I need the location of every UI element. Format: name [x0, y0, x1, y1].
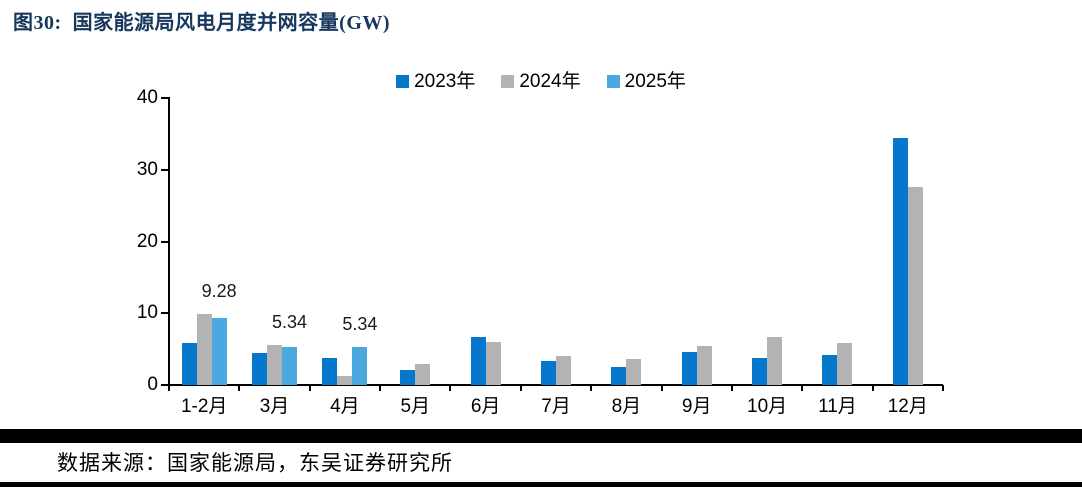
- y-axis-label: 20: [136, 230, 158, 252]
- x-axis-label: 9月: [681, 396, 712, 417]
- bar-2024年-7月: [556, 356, 571, 385]
- bar-2023年-12月: [892, 138, 908, 385]
- legend-label: 2023年: [414, 71, 476, 92]
- x-axis-label: 8月: [611, 396, 642, 417]
- bar-2023年-7月: [541, 361, 556, 385]
- x-axis-label: 5月: [400, 396, 431, 417]
- y-axis-label: 0: [147, 374, 158, 395]
- figure-title: 图30: 国家能源局风电月度并网容量(GW): [13, 12, 391, 34]
- bar-2024年-10月: [767, 337, 783, 385]
- legend-label: 2025年: [624, 71, 686, 92]
- legend-item-2025年: 2025年: [606, 71, 686, 92]
- x-axis-line: [169, 384, 943, 386]
- y-axis-line: [168, 97, 170, 387]
- plot-area: 0 10 20 30 40 1-2月 3月 4月 5月 6月 7月 8月 9月 10月 11月 12月 9.28…: [136, 87, 944, 417]
- x-tick: [238, 385, 241, 391]
- y-axis-label: 30: [136, 158, 158, 180]
- bar-value-label: 9.28: [201, 280, 237, 301]
- footer-divider-thin: [0, 482, 1082, 487]
- bar-value-label: 5.34: [272, 312, 308, 333]
- bar-2025年-3月: [282, 346, 298, 385]
- bar-2023年-4月: [322, 357, 338, 385]
- bar-2024年-11月: [837, 342, 853, 385]
- y-axis-label: 40: [136, 87, 158, 109]
- bar-2023年-1-2月: [181, 343, 197, 385]
- bar-value-label: 5.34: [342, 313, 378, 334]
- x-axis-label: 4月: [330, 396, 360, 417]
- bar-2024年-1-2月: [196, 313, 212, 385]
- bar-2024年-12月: [907, 186, 923, 385]
- x-axis-label: 7月: [541, 396, 571, 417]
- footer-divider-thick: [0, 429, 1082, 443]
- x-axis-label: 3月: [259, 396, 290, 417]
- legend-item-2024年: 2024年: [501, 71, 581, 92]
- bar-2024年-9月: [696, 346, 712, 385]
- y-tick: [161, 168, 169, 171]
- bar-2024年-5月: [415, 364, 431, 385]
- y-tick: [161, 384, 169, 386]
- bar-2023年-8月: [611, 366, 627, 385]
- x-axis-label: 12月: [887, 396, 928, 417]
- x-tick: [308, 385, 311, 391]
- bar-2023年-11月: [822, 355, 838, 385]
- bar-2025年-4月: [352, 346, 368, 385]
- legend-label: 2024年: [519, 71, 581, 92]
- x-axis-label: 11月: [818, 396, 857, 417]
- bar-2023年-6月: [470, 337, 486, 385]
- x-tick: [871, 385, 874, 391]
- source-note: 数据来源：国家能源局，东吴证券研究所: [57, 451, 453, 475]
- bar-2024年-6月: [485, 341, 501, 385]
- x-axis-label: 10月: [747, 396, 788, 417]
- x-tick: [168, 385, 170, 391]
- x-tick: [379, 385, 382, 391]
- bar-2023年-3月: [252, 352, 268, 385]
- bar-2025年-1-2月: [211, 318, 227, 385]
- x-tick: [801, 385, 804, 391]
- legend-swatch-icon: [501, 75, 515, 88]
- y-axis-label: 10: [136, 302, 158, 324]
- x-axis-label: 1-2月: [180, 396, 228, 417]
- x-tick: [730, 385, 733, 391]
- x-tick: [449, 385, 452, 391]
- bar-2024年-8月: [626, 359, 642, 385]
- legend-swatch-icon: [606, 75, 620, 88]
- x-tick: [590, 385, 593, 391]
- y-tick: [161, 240, 169, 243]
- legend-swatch-icon: [396, 75, 410, 88]
- chart-legend: 2023年 2024年 2025年: [0, 72, 1082, 91]
- bar-2024年-4月: [337, 376, 353, 385]
- x-tick: [660, 385, 663, 391]
- x-tick: [942, 385, 944, 391]
- legend-item-2023年: 2023年: [396, 72, 475, 91]
- y-tick: [161, 97, 169, 100]
- wind-capacity-bar-chart: 2023年 2024年 2025年 0 10 20 30 40 1-2月 3月 4月 5月 6月 7月 8…: [0, 72, 1082, 417]
- bar-2023年-5月: [400, 370, 416, 385]
- x-axis-label: 6月: [470, 396, 501, 417]
- bar-2023年-10月: [752, 358, 768, 385]
- y-tick: [161, 312, 169, 315]
- x-tick: [519, 385, 522, 391]
- bar-2023年-9月: [681, 351, 697, 385]
- bar-2024年-3月: [267, 345, 283, 385]
